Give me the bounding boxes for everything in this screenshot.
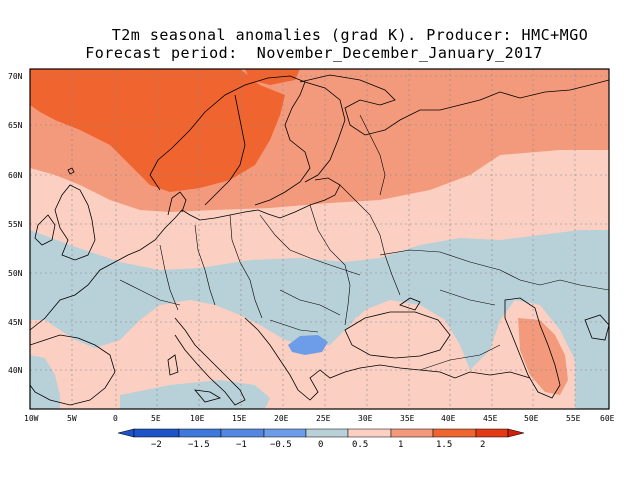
colorbar-bin-1 — [133, 428, 180, 438]
colorbar-label-0: 0 — [318, 440, 323, 450]
colorbar-bin-4 — [263, 428, 307, 438]
colorbar-bin-2 — [178, 428, 222, 438]
colorbar-label-neg1: −1 — [236, 440, 247, 450]
colorbar-bin-3 — [220, 428, 265, 438]
lat-tick-60: 60N — [8, 171, 23, 180]
colorbar-bin-9 — [475, 428, 509, 438]
field-pos1-blacksea — [352, 305, 452, 360]
longitude-labels: 10W 5W 0 5E 10E 15E 20E 25E 30E 35E 40E … — [24, 414, 615, 423]
lat-tick-40: 40N — [8, 366, 23, 375]
anomaly-fields — [30, 69, 609, 409]
colorbar-bin-8 — [432, 428, 477, 438]
colorbar: −2 −1.5 −1 −0.5 0 0.5 1 1.5 2 — [117, 428, 525, 450]
colorbar-bin-6 — [347, 428, 392, 438]
colorbar-label-1: 1 — [398, 440, 403, 450]
borders — [119, 114, 609, 371]
lon-tick-45e: 45E — [483, 414, 498, 423]
field-neg2-balkans — [288, 335, 328, 355]
lat-tick-55: 55N — [8, 220, 23, 229]
coastlines — [30, 74, 609, 406]
lon-tick-20e: 20E — [274, 414, 289, 423]
field-pos3-scandinavia — [30, 69, 285, 192]
lon-tick-5w: 5W — [67, 414, 77, 423]
lon-tick-30e: 30E — [358, 414, 373, 423]
lat-tick-50: 50N — [8, 269, 23, 278]
lon-tick-60e: 60E — [600, 414, 615, 423]
latitude-labels: 70N 65N 60N 55N 50N 45N 40N — [8, 72, 23, 375]
lat-tick-65: 65N — [8, 121, 23, 130]
lon-tick-35e: 35E — [400, 414, 415, 423]
colorbar-label-neg1-5: −1.5 — [188, 440, 210, 450]
map-title-line1: T2m seasonal anomalies (grad K). Produce… — [111, 26, 589, 44]
field-neg1-belt — [30, 230, 609, 409]
lon-tick-55e: 55E — [566, 414, 581, 423]
colorbar-label-1-5: 1.5 — [436, 440, 452, 450]
lat-tick-70: 70N — [8, 72, 23, 81]
lon-tick-15e: 15E — [232, 414, 247, 423]
colorbar-label-neg0-5: −0.5 — [270, 440, 292, 450]
colorbar-bin-7 — [390, 428, 434, 438]
colorbar-label-0-5: 0.5 — [352, 440, 368, 450]
colorbar-label-2: 2 — [480, 440, 485, 450]
lon-tick-10w: 10W — [24, 414, 39, 423]
colorbar-label-neg2: −2 — [151, 440, 162, 450]
colorbar-arrow-left — [117, 428, 135, 438]
map-border — [29, 68, 610, 410]
lon-tick-0: 0 — [113, 414, 118, 423]
map-title-line2: Forecast period: November_December_Janua… — [85, 44, 543, 62]
field-neg1-iberia — [30, 355, 60, 409]
colorbar-arrow-right — [507, 428, 525, 438]
lon-tick-5e: 5E — [151, 414, 161, 423]
lat-tick-45: 45N — [8, 318, 23, 327]
lon-tick-10e: 10E — [190, 414, 205, 423]
field-pos2-caspian — [518, 318, 568, 395]
lon-tick-40e: 40E — [441, 414, 456, 423]
lon-tick-50e: 50E — [524, 414, 539, 423]
lon-tick-25e: 25E — [316, 414, 331, 423]
colorbar-bin-5 — [305, 428, 349, 438]
